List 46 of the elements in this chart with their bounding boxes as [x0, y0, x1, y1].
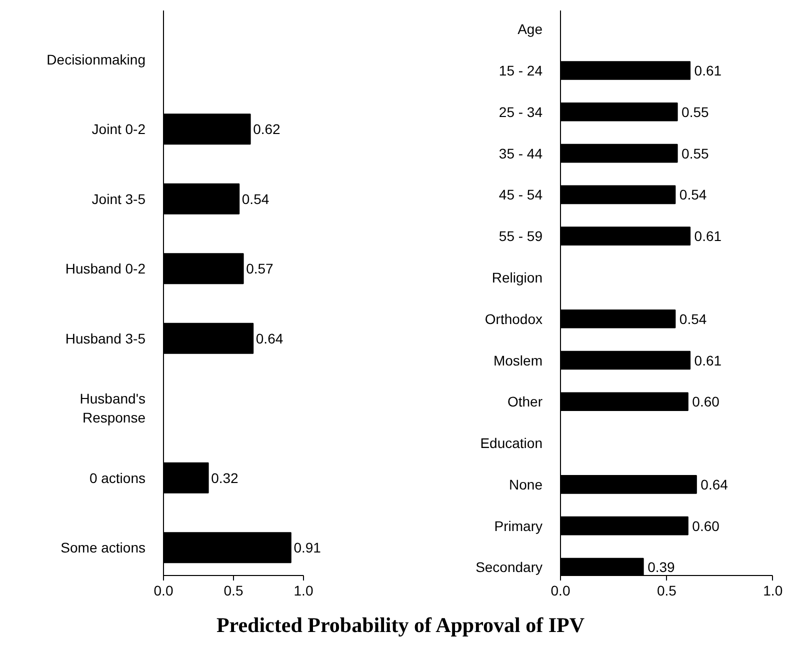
- y-tick-label: Religion: [492, 269, 543, 286]
- y-tick-label: Joint 0-2: [92, 121, 146, 138]
- y-tick-label: Other: [507, 394, 543, 410]
- data-label: 0.64: [700, 476, 728, 492]
- x-tick-label: 0.0: [154, 582, 174, 598]
- x-tick-label: 0.0: [550, 582, 570, 598]
- x-tick-label: 0.5: [224, 582, 244, 598]
- y-tick-label: Husband's Response: [80, 390, 146, 426]
- x-axis-title: Predicted Probability of Approval of IPV: [216, 612, 585, 639]
- x-tick-label: 1.0: [763, 582, 783, 598]
- y-tick-label: 25 - 34: [498, 104, 543, 120]
- data-label: 0.54: [242, 190, 270, 207]
- data-label: 0.32: [211, 470, 239, 486]
- y-tick-label: Moslem: [493, 352, 543, 368]
- y-tick-label: 45 - 54: [498, 186, 543, 203]
- y-tick-label: 15 - 24: [498, 62, 543, 79]
- x-tick-label: 1.0: [294, 582, 314, 598]
- data-label: 0.60: [692, 518, 720, 534]
- data-label: 0.54: [679, 310, 707, 327]
- y-tick-label: Education: [480, 435, 543, 452]
- y-tick-label: Some actions: [60, 540, 146, 556]
- x-tick-label: 0.5: [656, 582, 677, 598]
- data-label: 0.39: [648, 559, 676, 576]
- data-label: 0.55: [682, 145, 710, 162]
- data-label: 0.61: [694, 352, 722, 368]
- y-tick-label: 55 - 59: [498, 228, 543, 244]
- data-label: 0.91: [294, 540, 322, 556]
- y-tick-label: Decisionmaking: [46, 51, 146, 68]
- data-label: 0.60: [692, 394, 720, 410]
- y-tick-label: Joint 3-5: [92, 190, 146, 207]
- y-tick-label: Primary: [494, 518, 543, 534]
- y-tick-label: 0 actions: [89, 470, 146, 486]
- data-label: 0.54: [679, 186, 707, 203]
- y-tick-label: Secondary: [476, 559, 543, 576]
- data-label: 0.61: [694, 62, 722, 79]
- y-tick-label: Age: [518, 21, 543, 38]
- y-tick-label: 35 - 44: [498, 145, 543, 162]
- y-tick-label: Husband 0-2: [65, 260, 146, 277]
- y-tick-label: Husband 3-5: [65, 330, 146, 346]
- y-tick-label: Orthodox: [484, 310, 543, 327]
- data-label: 0.57: [246, 260, 274, 277]
- y-tick-label: None: [509, 476, 543, 492]
- data-label: 0.64: [256, 330, 284, 346]
- data-label: 0.61: [694, 228, 722, 244]
- data-label: 0.62: [253, 121, 281, 138]
- data-label: 0.55: [682, 104, 710, 120]
